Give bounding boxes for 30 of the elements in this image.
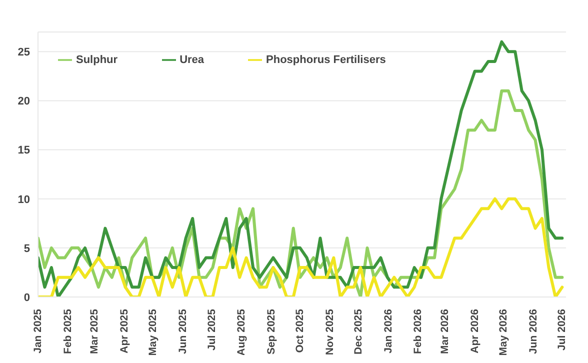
y-tick-label: 20 [18,96,30,108]
y-tick-label: 25 [18,46,30,59]
legend-label: Urea [180,54,204,66]
legend-label: Phosphorus Fertilisers [266,54,386,66]
x-tick-label: Mar 2026 [439,308,452,354]
x-tick-label: Aug 2025 [236,308,248,356]
x-tick-label: Feb 2025 [62,308,74,354]
x-tick-label: Jun 2025 [176,308,189,354]
y-tick-label: 0 [24,292,30,304]
x-tick-label: Jan 2026 [382,308,394,354]
x-tick-label: Dec 2025 [352,308,365,355]
x-tick-label: Apr 2026 [468,308,481,354]
legend-label: Sulphur [76,54,118,66]
line-series [38,197,564,297]
x-tick-label: Jan 2025 [32,308,44,354]
y-tick-label: 15 [18,144,30,157]
x-tick-label: May 2026 [498,308,510,356]
x-tick-label: Jul 2025 [206,308,218,350]
x-tick-label: Feb 2026 [412,308,424,354]
x-tick-label: Sep 2025 [265,308,278,355]
x-tick-label: May 2025 [147,308,160,356]
x-tick-label: Mar 2025 [88,308,101,354]
x-tick-label: Jun 2026 [527,308,540,354]
y-tick-label: 10 [18,194,30,206]
x-tick-label: Jul 2026 [556,308,568,350]
x-tick-label: Oct 2025 [294,308,306,353]
x-tick-label: Nov 2025 [324,308,336,356]
y-tick-label: 5 [24,242,30,255]
x-tick-label: Apr 2025 [118,308,130,354]
line-series [38,40,564,297]
